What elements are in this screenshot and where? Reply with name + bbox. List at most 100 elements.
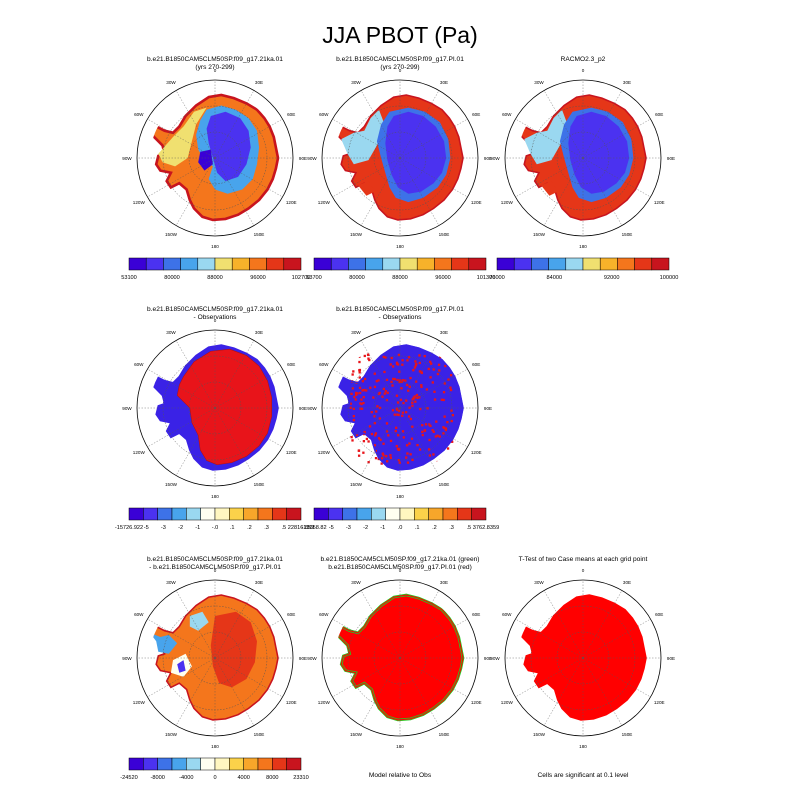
map-cell bbox=[449, 386, 452, 389]
colorbar-swatch bbox=[272, 507, 287, 521]
map-cell bbox=[421, 430, 424, 433]
latitude-circle bbox=[188, 381, 242, 435]
colorbar-label: -15726.922 bbox=[115, 525, 143, 531]
meridian bbox=[332, 618, 401, 659]
longitude-label: 60W bbox=[134, 362, 144, 367]
map-cell bbox=[406, 452, 409, 455]
colorbar-swatch bbox=[471, 507, 487, 521]
map-cell bbox=[368, 358, 371, 362]
map-cell bbox=[358, 386, 362, 390]
colorbar-swatch bbox=[214, 757, 230, 771]
longitude-label: 90W bbox=[122, 656, 132, 661]
map-cell bbox=[402, 401, 405, 405]
polar-frame bbox=[504, 79, 662, 237]
map-cell bbox=[401, 430, 405, 433]
longitude-label: 90E bbox=[299, 656, 307, 661]
longitude-label: 120E bbox=[286, 700, 297, 705]
antarctica-map bbox=[334, 344, 464, 471]
colorbar-swatch bbox=[651, 257, 670, 271]
map-cell bbox=[351, 373, 354, 376]
map-cell bbox=[360, 407, 364, 410]
colorbar-swatch bbox=[634, 257, 653, 271]
polar-frame bbox=[321, 579, 479, 737]
map-cell bbox=[427, 448, 431, 451]
map-cell bbox=[355, 434, 359, 437]
map-cell bbox=[405, 456, 408, 459]
map-cell bbox=[395, 444, 398, 448]
map-cell bbox=[442, 398, 445, 402]
colorbar: -15726.922 -5 -3 -2 -1 -.0 .1 .2 .3 .5 22816.859 bbox=[115, 507, 314, 531]
colorbar: -13058.82 -5 -3 -2 -1 .0 .1 .2 .3 .5 3762.8359 bbox=[301, 507, 499, 531]
map-cell bbox=[423, 429, 427, 432]
map-cell bbox=[395, 394, 399, 397]
longitude-label: 60W bbox=[502, 612, 512, 617]
map-cell bbox=[383, 370, 386, 374]
map-cell bbox=[393, 413, 396, 416]
longitude-label: 30E bbox=[623, 80, 631, 85]
map-cell bbox=[415, 393, 419, 397]
meridian bbox=[332, 368, 401, 409]
map-cell bbox=[354, 398, 357, 401]
polar-frame bbox=[136, 79, 294, 237]
map-cell bbox=[436, 434, 439, 437]
meridian bbox=[175, 90, 216, 159]
panel-subtitle: (yrs 270-299) bbox=[195, 64, 234, 71]
colorbar-swatch bbox=[229, 507, 244, 521]
panel-title: T-Test of two Case means at each grid po… bbox=[519, 556, 648, 563]
colorbar-swatch bbox=[143, 507, 158, 521]
map-cell bbox=[360, 402, 363, 406]
colorbar-swatch bbox=[197, 257, 216, 271]
map-cell bbox=[410, 437, 414, 440]
map-cell bbox=[377, 437, 381, 440]
map-cell bbox=[411, 458, 414, 462]
map-cell bbox=[400, 387, 403, 390]
map-cell bbox=[395, 362, 399, 366]
map-cell bbox=[361, 389, 364, 392]
map-panel: RACMO2.3_p2 0 30E 60E 90E 120E 150E 180 150W 120W… bbox=[489, 56, 678, 281]
colorbar-swatch bbox=[257, 507, 273, 521]
colorbar-swatch bbox=[371, 507, 386, 521]
longitude-label: 120W bbox=[133, 200, 146, 205]
map-cell bbox=[380, 462, 383, 465]
map-cell bbox=[401, 414, 404, 417]
meridian bbox=[175, 657, 216, 726]
map-cell bbox=[389, 454, 392, 457]
colorbar-swatch bbox=[249, 257, 267, 271]
map-cell bbox=[442, 426, 445, 429]
colorbar-swatch bbox=[186, 757, 201, 771]
colorbar-label: 0 bbox=[213, 775, 216, 781]
map-cell bbox=[401, 363, 404, 366]
meridian bbox=[399, 590, 440, 659]
map-cell bbox=[357, 454, 361, 457]
map-cell bbox=[449, 388, 453, 392]
map-cell bbox=[350, 435, 353, 439]
longitude-label: 120E bbox=[471, 450, 482, 455]
colorbar-label: -5 bbox=[144, 525, 149, 531]
longitude-label: 180 bbox=[579, 744, 587, 749]
antarctica-map bbox=[334, 593, 465, 722]
colorbar: 53700 80000 88000 96000 101300 bbox=[306, 257, 495, 281]
map-cell bbox=[450, 448, 453, 452]
meridian bbox=[399, 118, 468, 159]
colorbar-label: 100000 bbox=[660, 275, 679, 281]
map-cell bbox=[430, 362, 433, 365]
map-cell bbox=[367, 357, 370, 360]
map-cell bbox=[404, 410, 408, 414]
panel-subtitle: - Observations bbox=[194, 314, 238, 321]
map-cell bbox=[407, 356, 411, 359]
meridian bbox=[543, 590, 584, 659]
meridian bbox=[175, 590, 216, 659]
longitude-label: 120E bbox=[471, 700, 482, 705]
map-cell bbox=[416, 396, 419, 399]
colorbar-swatch bbox=[243, 507, 259, 521]
map-cell bbox=[397, 409, 401, 413]
colorbar-swatch bbox=[229, 757, 244, 771]
longitude-label: 30W bbox=[351, 330, 361, 335]
map-cell bbox=[395, 361, 399, 364]
map-panel: b.e21.B1850CAM5CLM50SP.f09_g17.PI.01(yrs… bbox=[306, 56, 495, 281]
map-cell bbox=[363, 388, 366, 392]
map-cell bbox=[382, 454, 385, 457]
map-cell bbox=[411, 398, 414, 401]
meridian bbox=[515, 157, 584, 198]
